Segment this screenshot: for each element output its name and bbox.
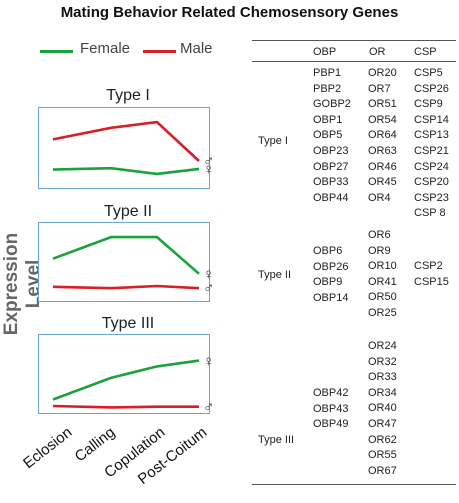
panel-1-female-symbol: ♀ <box>203 160 215 178</box>
gene-or-or45: OR45 <box>368 176 397 189</box>
panel-3-plot <box>52 359 200 409</box>
type-1-obp-list: PBP1 PBP2 GOBP2 OBP1 OBP5 OBP23 OBP27 OBP33 OBP4… <box>313 66 351 206</box>
row-label-type-2: Type II <box>258 269 292 281</box>
table-top-rule <box>252 40 456 41</box>
gene-obp-obp23: OBP23 <box>313 144 349 157</box>
gene-csp-csp23: CSP23 <box>414 191 449 204</box>
gene-obp-obp26: OBP26 <box>313 260 349 273</box>
panel-2-title: Type II <box>103 203 153 220</box>
gene-obp-obp1: OBP1 <box>313 113 343 126</box>
legend-female-label: Female <box>80 40 131 57</box>
legend-male-label: Male <box>180 40 213 57</box>
gene-obp-obp14: OBP14 <box>313 291 349 304</box>
table-bottom-rule <box>252 484 456 485</box>
panel-2-male-line <box>52 284 200 290</box>
gene-obp-pbp2: PBP2 <box>313 82 342 95</box>
panel-3-female-symbol: ♀ <box>203 352 215 370</box>
header-csp: CSP <box>414 46 437 58</box>
gene-csp-csp13: CSP13 <box>414 129 449 142</box>
gene-or-or47: OR47 <box>368 417 397 430</box>
gene-or-or63: OR63 <box>368 144 397 157</box>
table-header-rule <box>252 61 456 62</box>
gene-obp-obp42: OBP42 <box>313 387 349 399</box>
gene-or-or62: OR62 <box>368 433 397 446</box>
gene-csp-csp15: CSP15 <box>414 275 449 288</box>
gene-or-or33: OR33 <box>368 371 397 384</box>
panel-2-male-symbol: ♂ <box>203 280 215 298</box>
header-or: OR <box>369 46 386 58</box>
panel-3-male-line <box>52 404 199 409</box>
gene-csp-csp8: CSP 8 <box>414 207 446 220</box>
gene-or-or34: OR34 <box>368 386 397 399</box>
panel-3-male-symbol: ♂ <box>203 398 215 416</box>
gene-or-or20: OR20 <box>368 67 397 79</box>
gene-csp-csp5: CSP5 <box>414 67 443 79</box>
panel-1-plot <box>52 120 200 176</box>
gene-or-or51: OR51 <box>368 98 397 111</box>
gene-csp-csp26: CSP26 <box>414 82 449 95</box>
gene-obp-obp5: OBP5 <box>313 129 343 142</box>
panel-type-3: ♀ ♂ <box>38 334 214 415</box>
gene-obp-obp6: OBP6 <box>313 245 343 257</box>
type-2-obp-list: OBP6 OBP26 OBP9 OBP14 <box>313 244 348 306</box>
type-2-or-list: OR6 OR9 OR10 OR41 OR50 OR25 <box>368 228 397 322</box>
row-label-type-3: Type III <box>258 434 295 446</box>
gene-obp-obp9: OBP9 <box>313 276 343 289</box>
panel-2-plot <box>52 235 200 290</box>
gene-obp-gobp2: GOBP2 <box>313 98 351 111</box>
panel-1-male-symbol: ♂ <box>203 152 215 170</box>
gene-csp-csp21: CSP21 <box>414 144 449 157</box>
gene-obp-obp43: OBP43 <box>313 402 349 415</box>
gene-obp-obp27: OBP27 <box>313 160 349 173</box>
gene-obp-pbp1: PBP1 <box>313 67 342 79</box>
gene-or-or4: OR4 <box>368 191 391 204</box>
gene-obp-obp49: OBP49 <box>313 418 349 431</box>
gene-csp-csp24: CSP24 <box>414 160 449 173</box>
gene-or-or6: OR6 <box>368 229 391 241</box>
gene-csp-csp9: CSP9 <box>414 98 443 111</box>
type-3-or-list: OR24 OR32 OR33 OR34 OR40 OR47 OR62 OR55 OR67 <box>368 339 397 479</box>
panel-type-1: ♂ ♀ <box>38 107 214 189</box>
gene-or-or24: OR24 <box>368 340 397 352</box>
gene-or-or40: OR40 <box>368 402 397 415</box>
type-1-csp-list: CSP5 CSP26 CSP9 CSP14 CSP13 CSP21 CSP24 CSP20 CS… <box>414 66 449 222</box>
gene-or-or41: OR41 <box>368 275 397 288</box>
row-label-type-1: Type I <box>258 135 288 147</box>
gene-table: OBP OR CSP Type I PBP1 PBP2 GOBP2 OBP1 OBP5 O… <box>252 38 456 488</box>
gene-or-or50: OR50 <box>368 291 397 304</box>
type-3-obp-list: OBP42 OBP43 OBP49 <box>313 386 348 433</box>
gene-or-or64: OR64 <box>368 129 397 142</box>
header-obp: OBP <box>313 46 337 58</box>
panel-3-title: Type III <box>101 315 155 332</box>
gene-or-or9: OR9 <box>368 244 391 257</box>
panel-3-female-line <box>52 359 200 401</box>
gene-or-or67: OR67 <box>368 464 397 477</box>
legend-male-line <box>143 50 176 53</box>
gene-csp-csp2: CSP2 <box>414 260 443 272</box>
panel-1-male-line <box>52 120 200 162</box>
figure-title: Mating Behavior Related Chemosensory Gen… <box>60 4 399 21</box>
gene-csp-csp20: CSP20 <box>414 176 449 189</box>
gene-or-or55: OR55 <box>368 449 397 462</box>
gene-csp-csp14: CSP14 <box>414 113 449 126</box>
type-1-or-list: OR20 OR7 OR51 OR54 OR64 OR63 OR46 OR45 OR4 <box>368 66 397 206</box>
panel-1-female-line <box>52 166 200 176</box>
panel-2-female-symbol: ♀ <box>203 265 215 283</box>
legend-female-line <box>40 50 73 53</box>
panel-2-female-line <box>52 235 200 275</box>
gene-or-or10: OR10 <box>368 260 397 273</box>
panel-type-2: ♀ ♂ <box>38 222 214 302</box>
gene-or-or25: OR25 <box>368 306 397 319</box>
type-2-csp-list: CSP2 CSP15 <box>414 259 449 290</box>
gene-obp-obp33: OBP33 <box>313 176 349 189</box>
gene-or-or7: OR7 <box>368 82 391 95</box>
gene-or-or46: OR46 <box>368 160 397 173</box>
gene-obp-obp44: OBP44 <box>313 191 349 204</box>
gene-or-or54: OR54 <box>368 113 397 126</box>
gene-or-or32: OR32 <box>368 355 397 368</box>
panel-1-title: Type I <box>106 87 150 104</box>
